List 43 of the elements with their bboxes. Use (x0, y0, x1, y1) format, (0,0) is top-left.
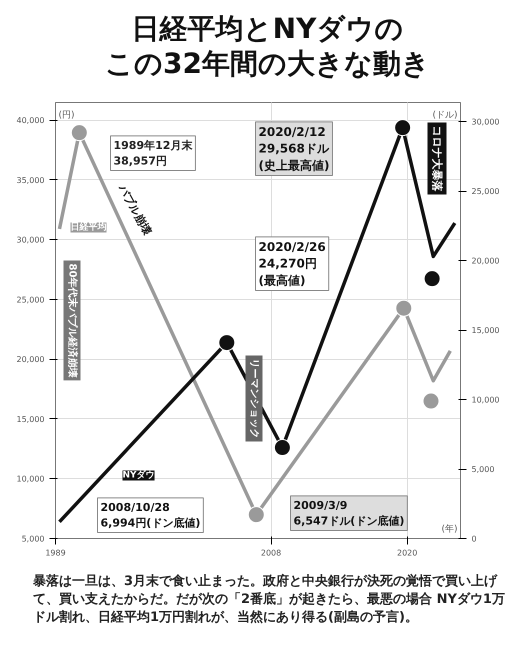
point (218, 334, 236, 352)
annotation: 80年代末バブル経済崩壊 (66, 264, 78, 378)
y2-tick-label: 30,000 (472, 118, 500, 127)
x-axis-title: (年) (441, 524, 458, 534)
y-tick-label: 20,000 (16, 355, 45, 364)
chart-title: 日経平均とNYダウの (132, 12, 404, 45)
y2-tick-label: 25,000 (472, 187, 500, 196)
point (70, 124, 88, 142)
y-tick-label: 15,000 (16, 414, 45, 424)
y2-tick-label: 20,000 (472, 256, 500, 266)
chart-subtitle: この32年間の大きな動き (105, 47, 430, 80)
series-label: NYダウ (122, 470, 155, 480)
series-label: 日経平均 (70, 222, 106, 232)
y2-axis-title: (ドル) (432, 110, 458, 120)
x-tick-label: 1989 (45, 548, 66, 558)
y-tick-label: 10,000 (16, 474, 45, 484)
y-tick-label: 40,000 (16, 116, 45, 126)
point (395, 300, 412, 317)
annotation: リーマンショック (248, 358, 260, 438)
y-tick-label: 5,000 (22, 534, 45, 544)
text: 暴落は一旦は、3月末で食い止まった。政府と中央銀行が決死の覚悟で買い上げて、買い支えたからだ。だが次の「2番底」が起きたら、最悪の場合 NYダウ1万ドル割れ、日経平均1万円割れが、当然にあり得る(副島の予言)。 (33, 573, 506, 627)
y-axis-title: (円) (58, 110, 75, 120)
point (274, 439, 291, 456)
annotation: 2020/2/12 29,568ドル (史上最高値) (258, 124, 330, 172)
point (422, 392, 440, 410)
x-tick-label: 2008 (260, 548, 282, 558)
y2-tick-label: 5,000 (472, 465, 494, 474)
y2-tick-label: 0 (472, 534, 477, 544)
x-tick-label: 2020 (397, 548, 418, 558)
point (394, 119, 412, 136)
annotation: コロナ大暴落 (430, 126, 444, 192)
annotation: 2008/10/28 6,994円(ドン底値) (100, 500, 200, 530)
y-tick-label: 35,000 (16, 176, 45, 185)
y2-tick-label: 15,000 (472, 326, 500, 336)
point (424, 270, 441, 288)
y-tick-label: 25,000 (16, 295, 45, 304)
y-tick-label: 30,000 (16, 236, 45, 245)
y2-tick-label: 10,000 (472, 396, 500, 405)
annotation: 2009/3/9 6,547ドル(ドン底値) (294, 498, 404, 528)
annotation: 2020/2/26 24,270円 (最高値) (258, 240, 326, 288)
annotation: 1989年12月末 38,957円 (114, 138, 194, 168)
point (248, 506, 265, 524)
annotation: バブル崩壊 (115, 182, 154, 238)
